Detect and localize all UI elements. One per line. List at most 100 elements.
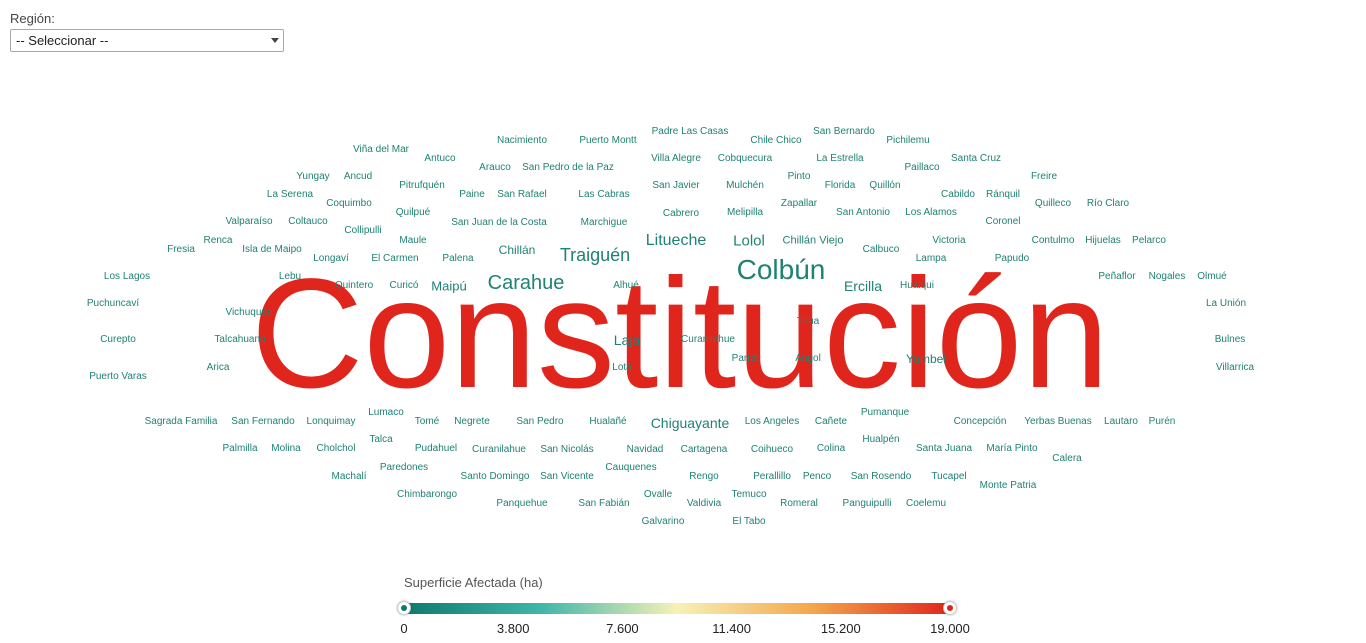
cloud-word[interactable]: La Unión	[1205, 298, 1247, 309]
cloud-word[interactable]: Mulchén	[726, 180, 764, 191]
cloud-word[interactable]: Temuco	[731, 489, 767, 500]
cloud-word[interactable]: Hualpén	[862, 434, 900, 445]
cloud-word[interactable]: Paredones	[379, 462, 429, 473]
cloud-word[interactable]: Villa Alegre	[651, 153, 701, 164]
cloud-word[interactable]: San Pedro de la Paz	[522, 162, 614, 173]
cloud-word[interactable]: Talcahuano	[214, 334, 266, 345]
cloud-word[interactable]: La Serena	[266, 189, 314, 200]
cloud-word[interactable]: Curanilahue	[681, 334, 735, 345]
cloud-word[interactable]: Yungay	[296, 171, 330, 182]
cloud-word[interactable]: Concepción	[953, 416, 1007, 427]
cloud-word[interactable]: Lota	[612, 362, 632, 373]
cloud-word[interactable]: Hijuelas	[1085, 235, 1121, 246]
cloud-word[interactable]: Perallillo	[753, 471, 791, 482]
cloud-word[interactable]: Navidad	[626, 444, 664, 455]
cloud-word[interactable]: Paine	[459, 189, 485, 200]
cloud-word[interactable]: Ercilla	[843, 278, 883, 294]
cloud-word[interactable]: Calera	[1052, 453, 1082, 464]
cloud-word[interactable]: Villarrica	[1215, 362, 1255, 373]
cloud-word[interactable]: Puchuncaví	[86, 298, 140, 309]
cloud-word[interactable]: Coelemu	[905, 498, 947, 509]
cloud-word[interactable]: Coihueco	[750, 444, 794, 455]
cloud-word[interactable]: Paillaco	[904, 162, 940, 173]
cloud-word[interactable]: Peñaflor	[1098, 271, 1136, 282]
cloud-word[interactable]: San Pedro	[516, 416, 564, 427]
cloud-word[interactable]: Santa Cruz	[950, 153, 1002, 164]
cloud-word[interactable]: Antuco	[424, 153, 456, 164]
cloud-word[interactable]: San Rosendo	[850, 471, 912, 482]
cloud-word[interactable]: Pinto	[787, 171, 811, 182]
cloud-word[interactable]: Talca	[369, 434, 393, 445]
cloud-word[interactable]: Isla de Maipo	[242, 244, 302, 255]
cloud-word[interactable]: Monte Patria	[979, 480, 1037, 491]
cloud-word[interactable]: Maule	[399, 235, 427, 246]
cloud-word[interactable]: Zapallar	[780, 198, 818, 209]
cloud-word[interactable]: San Javier	[652, 180, 700, 191]
cloud-word[interactable]: Lebu	[278, 271, 302, 282]
cloud-word[interactable]: Viña del Mar	[353, 144, 409, 155]
cloud-word[interactable]: Nacimiento	[496, 135, 548, 146]
cloud-word[interactable]: Victoria	[932, 235, 966, 246]
cloud-word[interactable]: Sagrada Familia	[144, 416, 218, 427]
cloud-word[interactable]: Río Claro	[1086, 198, 1130, 209]
cloud-word[interactable]: Panguipulli	[842, 498, 892, 509]
cloud-word[interactable]: Pelarco	[1132, 235, 1166, 246]
cloud-word[interactable]: Coronel	[985, 216, 1021, 227]
cloud-word[interactable]: Chillán	[498, 243, 536, 257]
cloud-word[interactable]: Molina	[271, 443, 301, 454]
cloud-word[interactable]: Quilpué	[395, 207, 431, 218]
cloud-word[interactable]: María Pinto	[986, 443, 1038, 454]
cloud-word[interactable]: Puerto Montt	[579, 135, 637, 146]
cloud-word[interactable]: Curepto	[100, 334, 136, 345]
cloud-word[interactable]: Chiguayante	[650, 415, 730, 431]
cloud-word[interactable]: San Bernardo	[813, 126, 875, 137]
cloud-word[interactable]: Marchigue	[580, 217, 628, 228]
cloud-word[interactable]: El Carmen	[371, 253, 419, 264]
cloud-word[interactable]: Los Angeles	[744, 416, 800, 427]
cloud-word[interactable]: Traiguén	[559, 245, 631, 265]
cloud-word[interactable]: Galvarino	[641, 516, 685, 527]
cloud-word[interactable]: Chimbarongo	[396, 489, 458, 500]
cloud-word[interactable]: Las Cabras	[578, 189, 630, 200]
cloud-word[interactable]: Vichuquén	[225, 307, 273, 318]
range-max-handle[interactable]	[943, 601, 957, 615]
cloud-word[interactable]: Colbún	[736, 254, 826, 285]
cloud-word[interactable]: Valdivia	[686, 498, 722, 509]
cloud-word[interactable]: El Tabo	[732, 516, 766, 527]
cloud-word[interactable]: Los Lagos	[103, 271, 151, 282]
cloud-word[interactable]: Quilleco	[1034, 198, 1072, 209]
cloud-word[interactable]: Laja	[613, 332, 641, 348]
cloud-word[interactable]: Penco	[802, 471, 832, 482]
cloud-word[interactable]: Maipú	[431, 278, 467, 294]
cloud-word[interactable]: Ovalle	[643, 489, 673, 500]
cloud-word[interactable]: Valparaíso	[225, 216, 273, 227]
cloud-word[interactable]: Los Alamos	[905, 207, 957, 218]
cloud-word[interactable]: Bulnes	[1214, 334, 1246, 345]
cloud-word[interactable]: Longaví	[313, 253, 349, 264]
cloud-word[interactable]: Ránquil	[986, 189, 1020, 200]
cloud-word[interactable]: San Fabián	[578, 498, 630, 509]
cloud-word[interactable]: San Vicente	[540, 471, 594, 482]
cloud-word[interactable]: Romeral	[780, 498, 818, 509]
cloud-word[interactable]: Renca	[203, 235, 233, 246]
cloud-word[interactable]: Florida	[824, 180, 856, 191]
cloud-word[interactable]: Coquimbo	[326, 198, 372, 209]
cloud-word[interactable]: Tomé	[414, 416, 440, 427]
cloud-word[interactable]: Tucapel	[931, 471, 967, 482]
cloud-word[interactable]: Freire	[1030, 171, 1058, 182]
cloud-word[interactable]: Melipilla	[726, 207, 764, 218]
range-min-handle[interactable]	[397, 601, 411, 615]
cloud-word[interactable]: Pichilemu	[886, 135, 930, 146]
cloud-word[interactable]: Cauquenes	[605, 462, 657, 473]
cloud-word[interactable]: Alhué	[613, 280, 639, 291]
cloud-word[interactable]: Lumaco	[368, 407, 404, 418]
cloud-word[interactable]: San Antonio	[836, 207, 890, 218]
cloud-word[interactable]: San Nicolás	[540, 444, 594, 455]
cloud-word[interactable]: Cholchol	[316, 443, 356, 454]
cloud-word[interactable]: Lolol	[733, 232, 765, 250]
cloud-word[interactable]: Cartagena	[680, 444, 728, 455]
cloud-word[interactable]: Palena	[442, 253, 474, 264]
cloud-word[interactable]: San Fernando	[231, 416, 295, 427]
cloud-word[interactable]: San Rafael	[497, 189, 547, 200]
cloud-word[interactable]: Parral	[731, 353, 759, 364]
